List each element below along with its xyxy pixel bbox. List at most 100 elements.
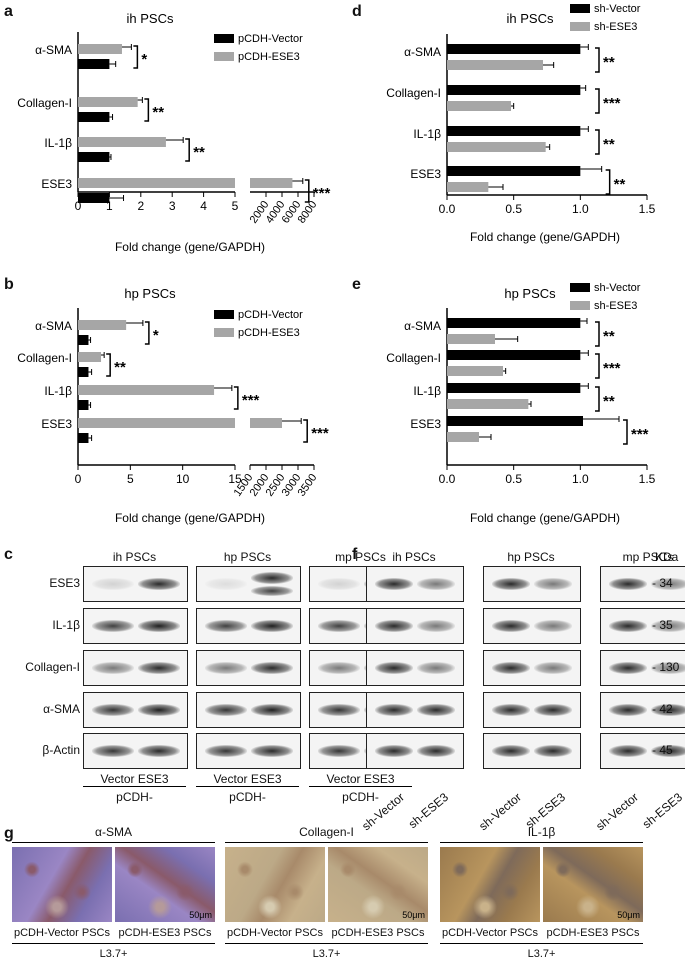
histology-image: 50μm [115, 847, 215, 922]
bar [78, 367, 89, 377]
blot-band [609, 578, 647, 590]
significance-bracket [595, 129, 600, 155]
blot-band [92, 578, 134, 590]
bar [78, 152, 110, 162]
blot-strip [600, 566, 685, 602]
bar [78, 178, 235, 188]
blot-band [375, 578, 413, 590]
bar [447, 44, 581, 54]
histology-image [225, 847, 325, 922]
blot-band [609, 704, 647, 716]
bar [447, 142, 546, 152]
legend-swatch [214, 52, 234, 61]
legend-entry: pCDH-ESE3 [238, 51, 300, 63]
category-label: Collagen-I [17, 96, 72, 110]
bar [250, 418, 282, 428]
significance-bracket [133, 45, 139, 69]
divider [12, 943, 215, 944]
blot-band [534, 578, 572, 590]
scale-bar-label: 50μm [402, 910, 425, 920]
significance-bracket [144, 321, 150, 345]
stain-title: α-SMA [95, 825, 132, 839]
x-tick-label: 0.0 [439, 472, 456, 486]
legend-entry: pCDH-Vector [238, 309, 303, 321]
blot-band [205, 620, 247, 632]
x-tick-label: 1.5 [639, 472, 656, 486]
legend-swatch [570, 283, 590, 292]
blot-strip [196, 566, 301, 602]
blot-strip [483, 566, 581, 602]
category-label: IL-1β [44, 384, 72, 398]
legend-swatch [570, 4, 590, 13]
histology-group-label: L3.7+ [527, 948, 556, 960]
blot-strip [483, 650, 581, 686]
blot-band [251, 572, 293, 584]
bar [78, 320, 127, 330]
x-tick-label: 0.5 [505, 472, 522, 486]
blot-group-caption: pCDH- [229, 790, 266, 804]
blot-band [318, 704, 360, 716]
bar [250, 178, 293, 188]
bar [447, 432, 479, 442]
histology-caption: pCDH-ESE3 PSCs [118, 927, 212, 939]
bar [447, 166, 581, 176]
legend-entry: sh-Vector [594, 3, 641, 15]
blot-band [375, 620, 413, 632]
blot-strip [196, 650, 301, 686]
category-label: Collagen-I [17, 351, 72, 365]
scale-bar-label: 50μm [617, 910, 640, 920]
scale-bar-label: 50μm [189, 910, 212, 920]
blot-band [609, 620, 647, 632]
blot-band [417, 578, 455, 590]
bar [78, 385, 215, 395]
blot-band [205, 578, 247, 590]
blot-strip [483, 608, 581, 644]
significance-bracket [623, 419, 628, 445]
bar [78, 59, 110, 69]
significance-bracket [595, 321, 600, 347]
category-label: α-SMA [35, 319, 72, 333]
blot-band [251, 586, 293, 596]
blot-strip [600, 650, 685, 686]
x-tick-label: 3 [169, 199, 176, 213]
kda-marker: - 45 [652, 743, 673, 757]
x-axis-label: Fold change (gene/GAPDH) [470, 511, 620, 525]
blot-band [534, 745, 572, 757]
significance-marker: * [153, 327, 159, 344]
blot-band [651, 578, 685, 590]
histology-image [440, 847, 540, 922]
bar [447, 85, 581, 95]
category-label: Collagen-I [386, 86, 441, 100]
bar [78, 335, 89, 345]
x-axis-label: Fold change (gene/GAPDH) [115, 240, 265, 254]
bar [447, 334, 495, 344]
significance-marker: ** [114, 359, 126, 376]
histology-caption: pCDH-ESE3 PSCs [331, 927, 425, 939]
blot-band [492, 745, 530, 757]
bar [78, 400, 89, 410]
category-label: IL-1β [413, 384, 441, 398]
significance-marker: *** [313, 185, 331, 202]
blot-band [318, 578, 360, 590]
category-label: ESE3 [41, 417, 72, 431]
blot-lane-labels: Vector ESE3 [83, 772, 186, 787]
bar [447, 350, 581, 360]
blot-band [92, 662, 134, 674]
blot-band [318, 620, 360, 632]
blot-strip [83, 733, 188, 769]
significance-bracket [233, 386, 239, 410]
x-tick-label: 1.0 [572, 202, 589, 216]
blot-strip [483, 733, 581, 769]
significance-marker: ** [603, 328, 615, 345]
histology-caption: pCDH-ESE3 PSCs [546, 927, 640, 939]
blot-band [138, 578, 180, 590]
x-tick-label: 10 [176, 472, 190, 486]
histology-image [12, 847, 112, 922]
blot-strip [83, 692, 188, 728]
divider [440, 943, 643, 944]
blot-row-label: α-SMA [43, 702, 80, 716]
blot-band [205, 662, 247, 674]
x-tick-label: 1 [106, 199, 113, 213]
histology-group-label: L3.7+ [99, 948, 128, 960]
blot-strip [83, 566, 188, 602]
